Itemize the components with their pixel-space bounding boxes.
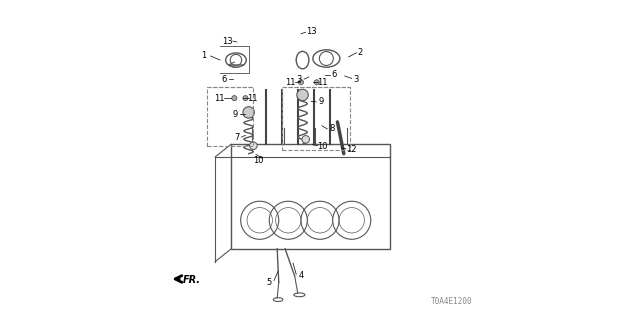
Circle shape [243, 107, 254, 118]
Text: 11: 11 [248, 94, 258, 103]
Text: 13: 13 [306, 27, 316, 36]
Text: T0A4E1200: T0A4E1200 [431, 297, 472, 306]
Bar [207, 87, 253, 146]
Text: 11: 11 [317, 78, 328, 87]
Circle shape [232, 96, 237, 101]
Text: 1: 1 [202, 51, 207, 60]
Text: 2: 2 [357, 48, 362, 57]
Text: 11: 11 [285, 78, 296, 87]
Text: 9: 9 [232, 110, 237, 119]
Text: 3: 3 [297, 75, 302, 84]
Text: 4: 4 [298, 271, 303, 280]
Bar [282, 87, 350, 150]
Text: 10: 10 [317, 142, 328, 151]
Text: 9: 9 [318, 98, 324, 107]
Text: 8: 8 [330, 124, 335, 133]
Circle shape [302, 136, 310, 143]
Text: 5: 5 [266, 278, 271, 287]
Text: 12: 12 [346, 145, 356, 154]
Text: 13: 13 [222, 36, 233, 45]
Text: FR.: FR. [183, 275, 201, 285]
Text: 7: 7 [234, 133, 239, 142]
Circle shape [297, 89, 308, 101]
Circle shape [314, 80, 319, 85]
Text: 11: 11 [214, 94, 225, 103]
Circle shape [250, 142, 257, 149]
Text: 3: 3 [354, 75, 359, 84]
Text: 10: 10 [253, 156, 264, 165]
Circle shape [298, 80, 303, 85]
Text: 6: 6 [331, 70, 337, 79]
Text: 6: 6 [221, 75, 227, 84]
Circle shape [243, 96, 248, 101]
